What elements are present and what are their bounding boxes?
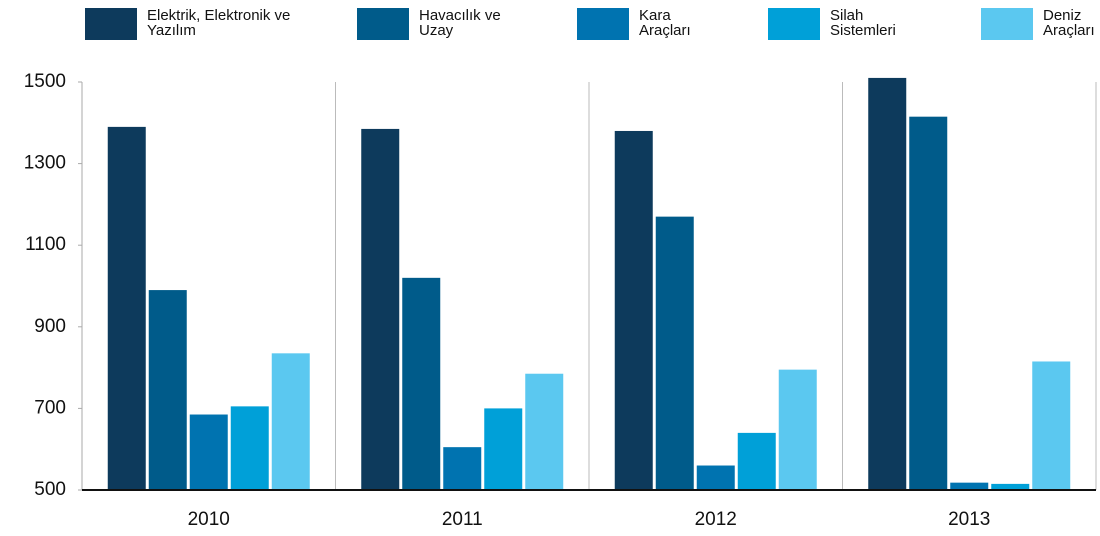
x-tick-label: 2010 bbox=[188, 509, 230, 530]
bar bbox=[189, 414, 228, 490]
bar bbox=[402, 277, 441, 490]
legend-swatch bbox=[768, 8, 820, 40]
bar bbox=[230, 406, 269, 490]
y-tick-label: 700 bbox=[34, 397, 66, 418]
bar bbox=[1032, 361, 1071, 490]
bar bbox=[909, 116, 948, 491]
bar bbox=[737, 432, 776, 490]
legend-label: Silah Sistemleri bbox=[830, 7, 896, 39]
y-tick-label: 900 bbox=[34, 316, 66, 337]
bar bbox=[991, 483, 1030, 490]
legend-swatch bbox=[357, 8, 409, 40]
bar bbox=[950, 482, 989, 490]
bar bbox=[107, 126, 146, 490]
legend-swatch bbox=[577, 8, 629, 40]
legend-item: Elektrik, Elektronik ve Yazılım bbox=[85, 8, 307, 40]
bar bbox=[696, 465, 735, 490]
legend-label: Deniz Araçları bbox=[1043, 7, 1095, 39]
bar bbox=[655, 216, 694, 490]
bar bbox=[525, 373, 564, 490]
legend-item: Havacılık ve Uzay bbox=[357, 8, 539, 40]
legend-label: Kara Araçları bbox=[639, 7, 691, 39]
legend-label: Elektrik, Elektronik ve Yazılım bbox=[147, 7, 291, 39]
legend-item: Kara Araçları bbox=[577, 8, 709, 40]
y-tick-label: 1100 bbox=[25, 234, 66, 255]
y-tick-label: 1300 bbox=[24, 153, 66, 174]
bar bbox=[868, 77, 907, 491]
bar bbox=[148, 290, 187, 490]
y-tick-label: 500 bbox=[34, 479, 66, 500]
legend-swatch bbox=[85, 8, 137, 40]
bar bbox=[443, 447, 482, 490]
bar bbox=[271, 353, 310, 490]
bar bbox=[614, 130, 653, 490]
legend-label: Havacılık ve Uzay bbox=[419, 7, 501, 39]
y-tick-label: 1500 bbox=[24, 71, 66, 92]
bar bbox=[778, 369, 817, 490]
bar bbox=[484, 408, 523, 490]
legend-swatch bbox=[981, 8, 1033, 40]
x-tick-label: 2011 bbox=[442, 509, 483, 530]
x-tick-label: 2012 bbox=[695, 509, 737, 530]
legend: Elektrik, Elektronik ve Yazılım Havacılık… bbox=[0, 0, 1100, 50]
x-tick-label: 2013 bbox=[948, 509, 990, 530]
legend-item: Deniz Araçları bbox=[981, 8, 1100, 40]
legend-item: Silah Sistemleri bbox=[768, 8, 920, 40]
bar bbox=[361, 128, 400, 491]
